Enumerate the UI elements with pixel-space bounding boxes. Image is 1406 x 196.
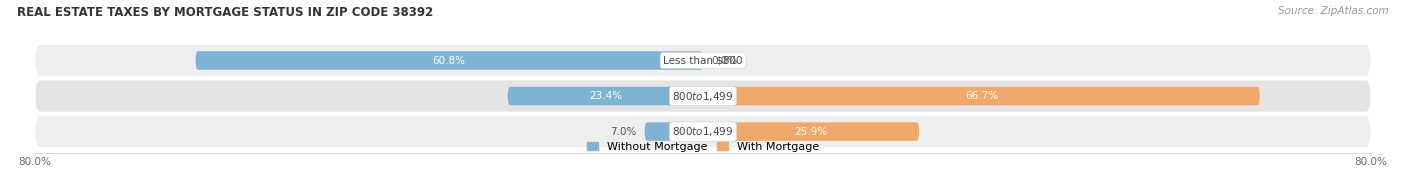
FancyBboxPatch shape <box>508 87 703 105</box>
FancyBboxPatch shape <box>35 45 1371 76</box>
FancyBboxPatch shape <box>703 122 920 141</box>
Text: $800 to $1,499: $800 to $1,499 <box>672 90 734 103</box>
Text: 0.0%: 0.0% <box>711 55 738 65</box>
Text: 23.4%: 23.4% <box>589 91 621 101</box>
Text: 7.0%: 7.0% <box>610 127 636 137</box>
Text: 25.9%: 25.9% <box>794 127 828 137</box>
FancyBboxPatch shape <box>703 87 1260 105</box>
FancyBboxPatch shape <box>35 80 1371 112</box>
Text: REAL ESTATE TAXES BY MORTGAGE STATUS IN ZIP CODE 38392: REAL ESTATE TAXES BY MORTGAGE STATUS IN … <box>17 6 433 19</box>
Text: 60.8%: 60.8% <box>433 55 465 65</box>
FancyBboxPatch shape <box>35 116 1371 147</box>
Text: 66.7%: 66.7% <box>965 91 998 101</box>
Text: $800 to $1,499: $800 to $1,499 <box>672 125 734 138</box>
Text: Source: ZipAtlas.com: Source: ZipAtlas.com <box>1278 6 1389 16</box>
Text: Less than $800: Less than $800 <box>664 55 742 65</box>
Legend: Without Mortgage, With Mortgage: Without Mortgage, With Mortgage <box>582 137 824 156</box>
FancyBboxPatch shape <box>195 51 703 70</box>
FancyBboxPatch shape <box>644 122 703 141</box>
